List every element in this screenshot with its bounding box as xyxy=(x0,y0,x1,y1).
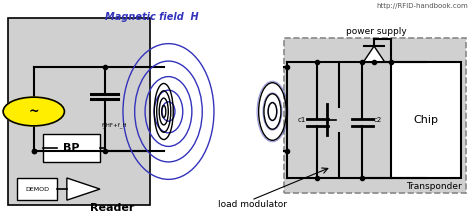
Text: Chip: Chip xyxy=(413,115,438,125)
Text: Reader: Reader xyxy=(90,203,134,213)
Circle shape xyxy=(3,97,64,126)
Text: load modulator: load modulator xyxy=(218,200,287,209)
Text: Transponder: Transponder xyxy=(406,182,462,191)
FancyBboxPatch shape xyxy=(17,178,57,200)
Text: power supply: power supply xyxy=(346,27,406,36)
Text: Magnetic field  H: Magnetic field H xyxy=(105,12,198,22)
Text: c1: c1 xyxy=(297,117,306,123)
FancyBboxPatch shape xyxy=(8,19,150,204)
Polygon shape xyxy=(364,46,384,62)
Text: f_HF+f_H: f_HF+f_H xyxy=(102,122,128,128)
Polygon shape xyxy=(67,178,100,200)
Text: http://RFID-handbook.com: http://RFID-handbook.com xyxy=(377,3,469,9)
Text: DEMOD: DEMOD xyxy=(25,187,49,192)
Text: ~: ~ xyxy=(28,105,39,118)
Text: c2: c2 xyxy=(374,117,383,123)
FancyBboxPatch shape xyxy=(284,38,466,194)
FancyBboxPatch shape xyxy=(43,134,100,163)
FancyBboxPatch shape xyxy=(391,62,462,178)
Text: BP: BP xyxy=(64,143,80,153)
